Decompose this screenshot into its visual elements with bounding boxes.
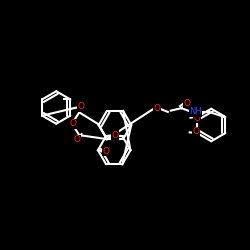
Text: O: O <box>194 114 200 123</box>
Text: O: O <box>154 104 161 112</box>
Text: O: O <box>77 102 84 111</box>
Text: O: O <box>183 98 190 108</box>
Text: NH: NH <box>189 108 202 116</box>
Text: O: O <box>193 127 200 136</box>
Text: O: O <box>103 147 110 156</box>
Text: O: O <box>73 135 80 144</box>
Text: O: O <box>111 131 118 140</box>
Text: O: O <box>70 119 77 128</box>
